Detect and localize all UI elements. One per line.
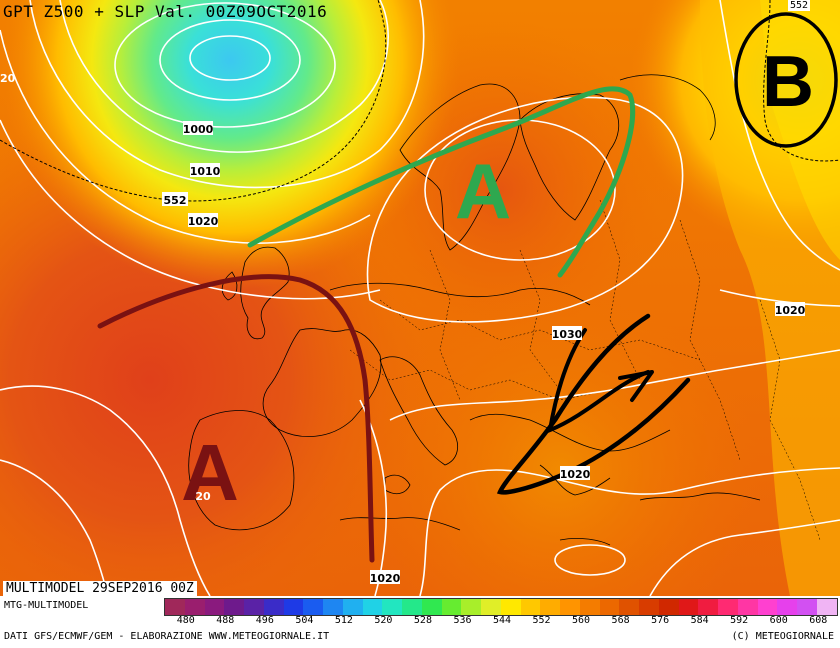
copyright-label: (C) METEOGIORNALE — [731, 631, 834, 642]
colorbar-swatch — [481, 599, 501, 615]
colorbar-swatch — [165, 599, 185, 615]
colorbar-tick-label: 584 — [690, 615, 709, 626]
colorbar-tick-label: 568 — [611, 615, 630, 626]
colorbar-swatch — [283, 599, 304, 615]
black-low-arrow-inner — [547, 328, 650, 434]
contour-552-east — [763, 0, 840, 162]
model-name-label: MTG-MULTIMODEL — [4, 600, 89, 611]
colorbar-tick-label: 520 — [374, 615, 393, 626]
colorbar-tick-label: 504 — [295, 615, 314, 626]
colorbar-swatch — [461, 599, 481, 615]
green-high-letter: A — [455, 147, 511, 235]
colorbar-swatch — [658, 599, 679, 615]
colorbar-swatch — [678, 599, 699, 615]
colorbar-swatch — [737, 599, 758, 615]
colorbar-tick-label: 600 — [769, 615, 788, 626]
colorbar-swatch — [718, 599, 738, 615]
colorbar-swatch — [797, 599, 817, 615]
contour-552 — [0, 0, 387, 202]
colorbar-swatch — [184, 599, 205, 615]
isobar-label: 1020 — [370, 572, 401, 585]
colorbar-tick-label: 592 — [730, 615, 749, 626]
colorbar-tick-label: 512 — [334, 615, 353, 626]
contour-label-552: 552 — [164, 194, 187, 207]
map-title: GPT Z500 + SLP Val. 00Z09OCT2016 — [3, 2, 328, 21]
colorbar-tick-label: 496 — [255, 615, 274, 626]
isobar-label-group: 1000 1010 552 1020 1030 1020 1020 1020 2… — [0, 72, 806, 585]
isobar-label: 1010 — [190, 165, 221, 178]
colorbar-swatch — [757, 599, 778, 615]
green-high-arrow — [247, 86, 636, 278]
colorbar-swatch — [639, 599, 659, 615]
weather-map: A A B 1000 1010 552 1020 1030 1020 1020 … — [0, 0, 840, 596]
left-edge-label: 20 — [0, 72, 16, 85]
isobar-label: 1020 — [188, 215, 219, 228]
colorbar-tick-label: 536 — [453, 615, 472, 626]
colorbar-swatch — [520, 599, 541, 615]
colorbar-swatch — [342, 599, 363, 615]
colorbar-swatch — [303, 599, 323, 615]
colorbar-ticks: 480 488 496 504 512 520 528 536 544 552 560 568 576 5… — [164, 615, 840, 629]
colorbar-swatch — [777, 599, 797, 615]
model-run-label: MULTIMODEL 29SEP2016 00Z — [3, 581, 197, 596]
colorbar-tick-label: 480 — [176, 615, 195, 626]
colorbar-tick-label: 544 — [492, 615, 512, 626]
isobar-label: 1020 — [775, 304, 806, 317]
colorbar-tick-label: 608 — [809, 615, 828, 626]
black-low-arrow — [496, 313, 691, 495]
colorbar-tick-label: 528 — [413, 615, 432, 626]
colorbar-swatch — [382, 599, 402, 615]
colorbar-tick-label: 552 — [532, 615, 551, 626]
colorbar-swatch — [560, 599, 580, 615]
isobar-label: 20 — [195, 490, 211, 503]
colorbar-tick-label: 560 — [572, 615, 591, 626]
colorbar-swatch — [402, 599, 422, 615]
colorbar-swatch — [204, 599, 225, 615]
black-arrow-head — [618, 370, 654, 402]
colorbar-swatch — [599, 599, 620, 615]
colorbar-swatch — [579, 599, 600, 615]
colorbar-swatch — [540, 599, 560, 615]
colorbar-swatch — [619, 599, 639, 615]
borders — [349, 199, 821, 541]
red-high-arrow — [97, 274, 375, 563]
colorbar-swatch — [441, 599, 462, 615]
colorbar-tick-label: 576 — [651, 615, 670, 626]
data-source-label: DATI GFS/ECMWF/GEM - ELABORAZIONE WWW.ME… — [4, 631, 330, 642]
colorbar-swatch — [224, 599, 244, 615]
low-pressure-letter: B — [762, 42, 814, 122]
colorbar-swatch — [244, 599, 264, 615]
isobar-label: 1030 — [552, 328, 583, 341]
colorbar-swatch — [263, 599, 284, 615]
isobar-label: 1000 — [183, 123, 214, 136]
low-pressure-circle — [734, 12, 838, 148]
colorbar-tick-label: 488 — [216, 615, 235, 626]
colorbar — [164, 598, 838, 616]
coastlines — [188, 74, 761, 546]
colorbar-swatch — [323, 599, 343, 615]
colorbar-swatch — [816, 599, 837, 615]
colorbar-swatch — [421, 599, 442, 615]
colorbar-swatch — [698, 599, 718, 615]
colorbar-swatch — [362, 599, 383, 615]
red-high-letter: A — [181, 428, 239, 517]
isobar-label: 1020 — [560, 468, 591, 481]
colorbar-swatch — [500, 599, 521, 615]
top-right-contour-tag: 552 — [787, 0, 810, 11]
